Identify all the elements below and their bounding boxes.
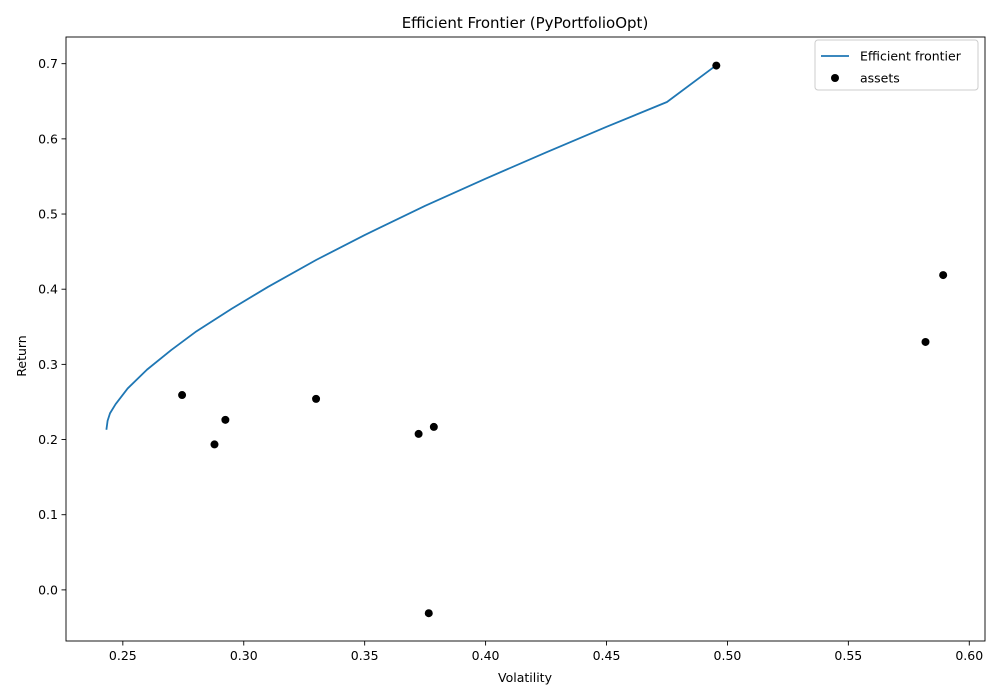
x-axis-title: Volatility bbox=[498, 670, 553, 685]
x-tick-label: 0.50 bbox=[714, 648, 742, 663]
plot-area: 0.25 0.30 0.35 0.40 0.45 0.50 0.55 0.60 0.0 0.1 0.… bbox=[38, 36, 986, 663]
y-tick-label: 0.0 bbox=[38, 582, 58, 597]
efficient-frontier-line bbox=[105, 65, 716, 430]
legend-frame bbox=[814, 39, 979, 91]
y-tick-label: 0.4 bbox=[38, 282, 58, 297]
asset-point bbox=[921, 337, 930, 346]
y-tick-label: 0.7 bbox=[38, 56, 58, 71]
asset-point bbox=[210, 440, 219, 449]
x-tick-label: 0.25 bbox=[109, 648, 137, 663]
asset-point bbox=[939, 271, 948, 280]
x-tick-label: 0.40 bbox=[472, 648, 500, 663]
x-tick-label: 0.30 bbox=[230, 648, 258, 663]
legend: Efficient frontier assets bbox=[814, 39, 979, 91]
x-tick-label: 0.55 bbox=[834, 648, 862, 663]
x-tick-label: 0.60 bbox=[955, 648, 983, 663]
legend-label-assets: assets bbox=[860, 71, 900, 86]
y-tick-label: 0.5 bbox=[38, 207, 58, 222]
asset-point bbox=[221, 415, 230, 424]
asset-point bbox=[712, 61, 721, 70]
y-tick-label: 0.1 bbox=[38, 507, 58, 522]
chart-title: Efficient Frontier (PyPortfolioOpt) bbox=[402, 14, 649, 32]
asset-point bbox=[178, 391, 187, 400]
legend-label-efficient-frontier: Efficient frontier bbox=[860, 49, 962, 64]
y-tick-label: 0.3 bbox=[38, 357, 58, 372]
x-tick-label: 0.35 bbox=[351, 648, 379, 663]
y-tick-label: 0.2 bbox=[38, 432, 58, 447]
y-tick-label: 0.6 bbox=[38, 131, 58, 146]
legend-marker-swatch bbox=[831, 74, 839, 82]
plot-frame bbox=[65, 36, 986, 642]
y-axis-title: Return bbox=[14, 335, 29, 376]
asset-point bbox=[312, 394, 321, 403]
x-tick-label: 0.45 bbox=[593, 648, 621, 663]
asset-point bbox=[429, 422, 438, 431]
asset-point bbox=[424, 609, 433, 618]
asset-point bbox=[414, 429, 423, 438]
